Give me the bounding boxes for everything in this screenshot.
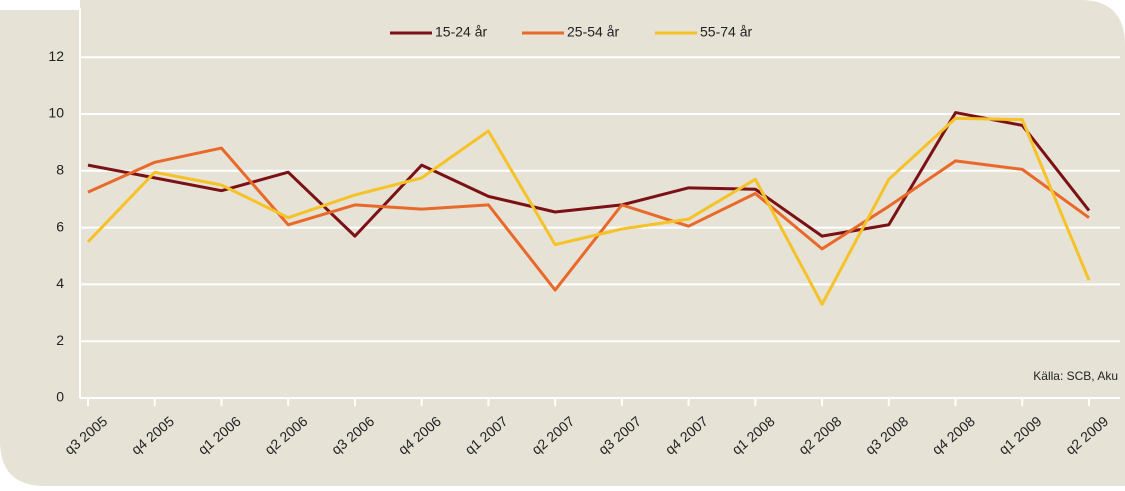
y-tick-label: 8 [56, 162, 64, 178]
y-tick-label: 10 [48, 105, 64, 121]
y-tick-label: 2 [56, 332, 64, 348]
y-tick-label: 6 [56, 218, 64, 234]
legend-label: 55-74 år [700, 24, 752, 40]
y-tick-label: 0 [56, 389, 64, 405]
source: Källa: SCB, Aku [1033, 369, 1118, 383]
line [87, 111, 1091, 238]
y-tick-label: 12 [48, 48, 64, 64]
line [87, 146, 1090, 292]
line [86, 116, 1091, 306]
y-tick-label: 4 [56, 275, 64, 291]
legend-label: 15-24 år [435, 24, 487, 40]
legend-label: 25-54 år [567, 24, 619, 40]
corner [0, 0, 80, 10]
